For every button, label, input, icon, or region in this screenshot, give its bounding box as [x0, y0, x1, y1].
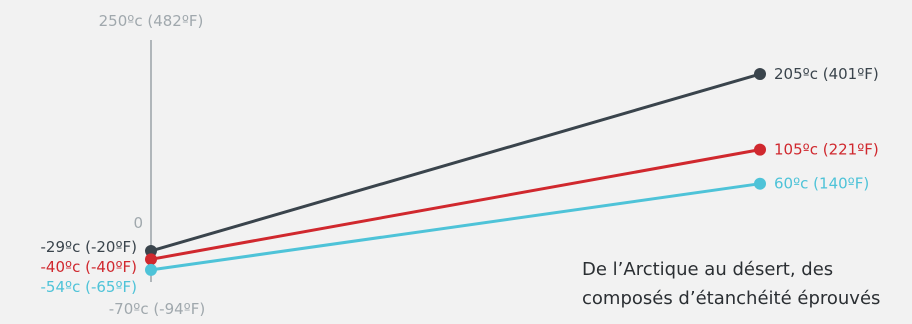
series-start-point-1: [145, 253, 157, 266]
series-end-point-2: [754, 177, 766, 190]
series-end-label-0: 205ºc (401ºF): [774, 65, 879, 83]
caption: De l’Arctique au désert, des composés d’…: [582, 255, 912, 313]
y-tick-top: 250ºc (482ºF): [99, 12, 204, 30]
series-end-point-0: [754, 68, 766, 81]
series-line-1: [149, 148, 762, 261]
series-end-label-1: 105ºc (221ºF): [774, 141, 879, 159]
caption-line-2: composés d’étanchéité éprouvés: [582, 288, 881, 309]
series-end-point-1: [754, 143, 766, 156]
series-line-2: [149, 182, 762, 272]
series-start-point-0: [145, 244, 157, 257]
series-start-point-2: [145, 263, 157, 276]
y-tick-zero: 0: [133, 214, 143, 232]
series-start-label-0: -29ºc (-20ºF): [41, 238, 137, 256]
series-start-label-2: -54ºc (-65ºF): [41, 278, 137, 296]
series-line-0: [149, 72, 762, 253]
y-tick-bottom: -70ºc (-94ºF): [109, 300, 205, 318]
series-end-label-2: 60ºc (140ºF): [774, 175, 869, 193]
caption-line-1: De l’Arctique au désert, des: [582, 259, 834, 280]
series-start-label-1: -40ºc (-40ºF): [41, 258, 137, 276]
